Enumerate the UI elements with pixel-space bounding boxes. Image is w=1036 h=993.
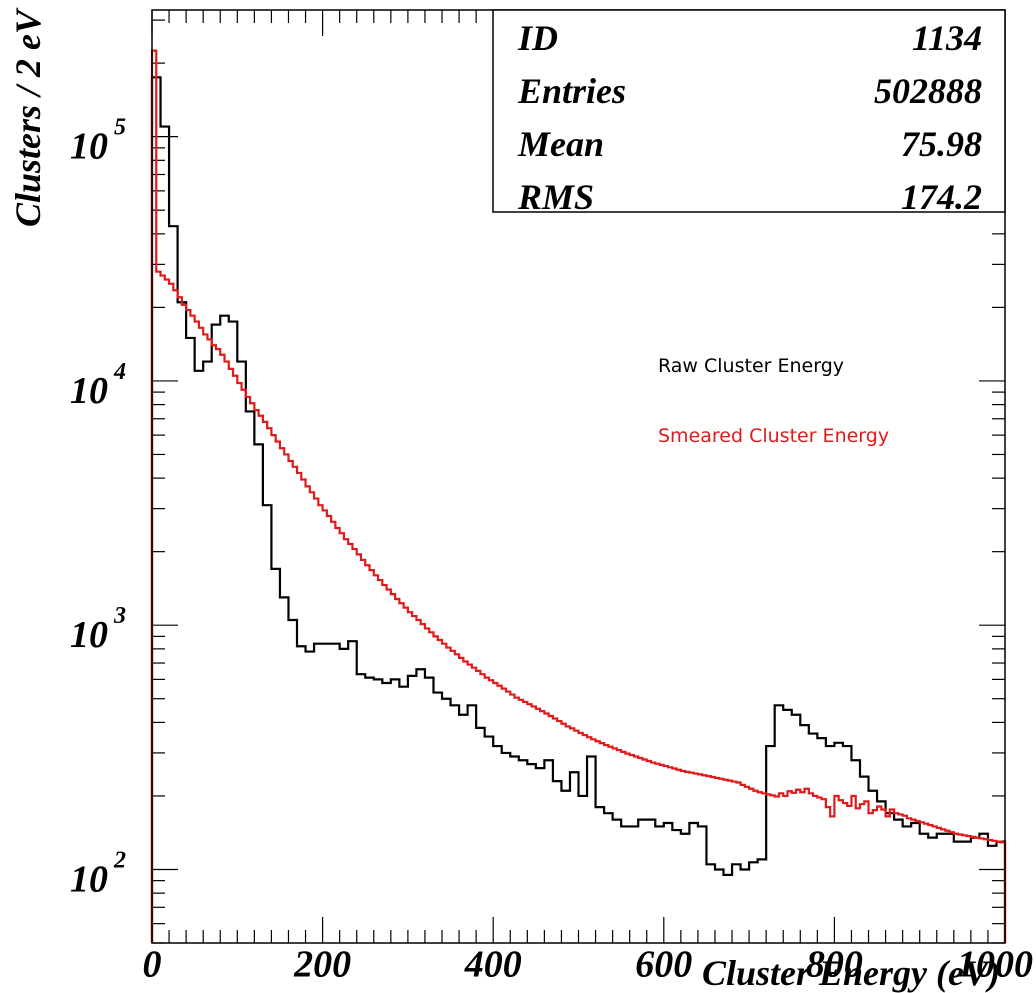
y-tick-label-base: 10 (70, 126, 108, 168)
stats-value: 1134 (912, 18, 982, 58)
y-tick-label-exponent: 5 (114, 115, 126, 141)
y-tick-label-base: 10 (70, 858, 108, 900)
stats-label: ID (517, 18, 558, 58)
y-tick-label-base: 10 (70, 370, 108, 412)
series-layer (150, 49, 1007, 943)
legend: Raw Cluster Energy Smeared Cluster Energ… (658, 355, 889, 447)
stats-value: 502888 (874, 71, 982, 111)
y-axis-label: Clusters / 2 eV (8, 7, 48, 227)
x-tick-labels: 0 200 400 600 800 1000 (143, 943, 1034, 985)
y-tick-label-exponent: 2 (113, 847, 126, 873)
stats-box: ID 1134 Entries 502888 Mean 75.98 RMS 174.2 (492, 9, 1006, 217)
legend-entry-smeared: Smeared Cluster Energy (658, 425, 889, 447)
stats-label: Mean (517, 124, 604, 164)
x-tick-label: 400 (464, 943, 522, 985)
y-tick-label-exponent: 3 (113, 603, 126, 629)
legend-entry-raw: Raw Cluster Energy (658, 355, 844, 377)
stats-value: 75.98 (901, 124, 982, 164)
x-tick-label: 600 (635, 943, 692, 985)
stats-label: RMS (517, 177, 594, 217)
x-tick-label: 0 (143, 943, 162, 985)
series-smeared-cluster-energy (150, 49, 1007, 943)
x-axis-label: Cluster Energy (eV) (702, 953, 1000, 993)
y-tick-label-base: 10 (70, 614, 108, 656)
stats-box-frame (492, 9, 1006, 213)
stats-value: 174.2 (901, 177, 982, 217)
stats-label: Entries (517, 71, 626, 111)
x-tick-label: 800 (806, 943, 863, 985)
y-tick-label-exponent: 4 (113, 359, 126, 385)
series-raw-cluster-energy (150, 76, 1007, 943)
x-tick-label: 1000 (957, 943, 1033, 985)
x-tick-label: 200 (293, 943, 351, 985)
